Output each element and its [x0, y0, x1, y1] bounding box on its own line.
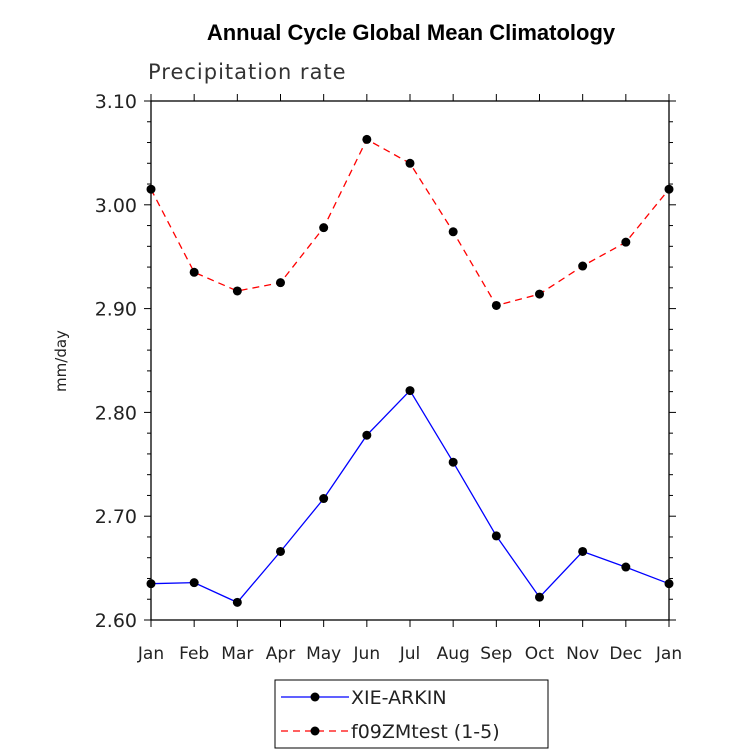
series-0-point: [405, 386, 415, 396]
x-tick-label: Dec: [609, 644, 642, 664]
series-1-point: [189, 267, 199, 277]
y-tick-labels: 2.60 2.70 2.80 2.90 3.00 3.10: [95, 91, 137, 632]
chart-subtitle: Precipitation rate: [148, 60, 347, 84]
series-0-point: [276, 546, 285, 556]
x-tick-label: Jul: [399, 644, 421, 664]
chart-title: Annual Cycle Global Mean Climatology: [207, 20, 616, 45]
series-0-point: [621, 562, 631, 572]
y-tick-label: 2.80: [95, 402, 137, 424]
x-tick-label: Mar: [221, 644, 253, 664]
series-0-point: [664, 579, 674, 589]
x-tick-label: Apr: [266, 644, 295, 664]
series-1-point: [535, 289, 544, 299]
y-tick-label: 3.10: [95, 91, 137, 113]
legend-box: [274, 679, 549, 749]
series-0-point: [146, 579, 156, 589]
series-line-0: [150, 389, 670, 604]
x-tick-label: Jun: [353, 644, 381, 664]
x-tick-label: Nov: [566, 644, 599, 664]
x-tick-labels: Jan Feb Mar Apr May Jun Jul Aug Sep Oct Nov Dec Jan: [137, 644, 682, 664]
x-tick-label: Jan: [137, 644, 164, 664]
plot-frame: [150, 100, 670, 621]
y-axis-label: mm/day: [52, 330, 70, 392]
series-0-point: [232, 597, 242, 607]
x-tick-label: Aug: [437, 644, 470, 664]
series-1-point: [405, 158, 415, 168]
series-layer: [146, 134, 674, 607]
series-1-point: [621, 237, 631, 247]
series-1-point: [578, 261, 588, 271]
series-1-point: [448, 227, 458, 237]
legend-marker-f09zmtest: [310, 726, 320, 736]
series-0-point: [319, 494, 329, 504]
series-0-point: [362, 430, 372, 440]
series-0-point: [189, 578, 199, 588]
series-0-point: [578, 546, 588, 556]
series-0-point: [491, 531, 501, 541]
series-1-point: [146, 184, 156, 194]
y-tick-label: 2.90: [95, 299, 137, 321]
series-0-point: [448, 457, 458, 467]
legend: XIE-ARKIN f09ZMtest (1-5): [274, 679, 549, 749]
series-1-point: [232, 286, 242, 296]
legend-label-xie-arkin: XIE-ARKIN: [351, 687, 447, 709]
series-0-point: [535, 592, 544, 602]
legend-marker-xie-arkin: [310, 692, 320, 702]
y-tick-label: 2.70: [95, 506, 137, 528]
legend-label-f09zmtest: f09ZMtest (1-5): [351, 721, 500, 743]
x-tick-label: Jan: [655, 644, 682, 664]
series-1-point: [664, 184, 674, 194]
y-tick-label: 2.60: [95, 610, 137, 632]
series-1-point: [491, 300, 501, 310]
series-1-point: [276, 278, 285, 288]
x-tick-label: Oct: [525, 644, 555, 664]
series-1-point: [319, 223, 329, 233]
x-tick-label: Sep: [480, 644, 512, 664]
axis-ticks: [144, 94, 676, 627]
y-tick-label: 3.00: [95, 195, 137, 217]
series-1-point: [362, 134, 372, 144]
x-tick-label: Feb: [179, 644, 209, 664]
x-tick-label: May: [306, 644, 341, 664]
